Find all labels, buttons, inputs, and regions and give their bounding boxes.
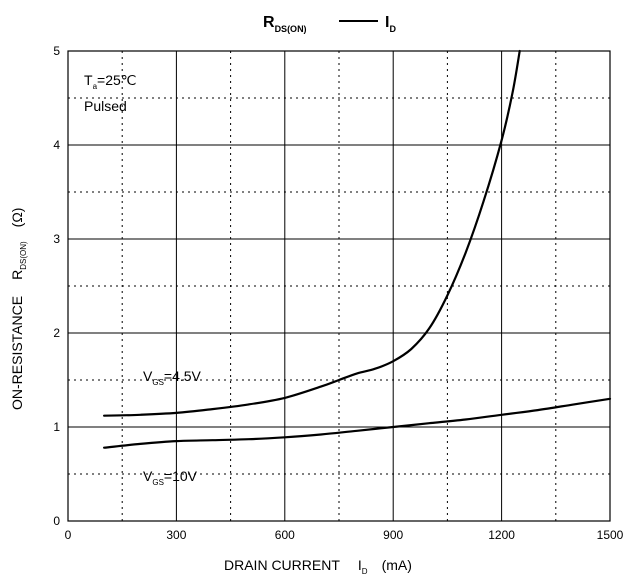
ticks: 0 300 600 900 1200 1500 0 1 2 3 4 5 <box>53 44 623 542</box>
y-tick-label: 3 <box>53 232 60 246</box>
x-axis-label: DRAIN CURRENT ID (mA) <box>224 557 412 576</box>
y-axis-label-symbol: R <box>9 270 25 280</box>
series-label-vgs45-value: =4.5V <box>164 368 202 384</box>
y-axis-label-main: ON-RESISTANCE <box>9 296 25 410</box>
x-tick-label: 600 <box>275 528 295 542</box>
y-axis-label-symbol-sub: DS(ON) <box>19 241 28 270</box>
condition-ta-sub: a <box>93 82 98 91</box>
svg-text:Ta=25℃: Ta=25℃ <box>84 72 137 91</box>
y-tick-label: 2 <box>53 326 60 340</box>
x-axis-label-symbol: I <box>358 557 362 573</box>
x-tick-label: 1200 <box>488 528 515 542</box>
x-tick-label: 300 <box>166 528 186 542</box>
series-label-vgs10-main: V <box>143 468 153 484</box>
title-second-sub: D <box>389 24 396 34</box>
y-tick-label: 1 <box>53 420 60 434</box>
svg-text:ID: ID <box>385 14 396 34</box>
x-tick-label: 900 <box>383 528 403 542</box>
y-tick-label: 0 <box>53 514 60 528</box>
series-label-vgs10-value: =10V <box>164 468 198 484</box>
x-axis-label-unit: (mA) <box>382 557 412 573</box>
series-label-vgs10-sub: GS <box>152 478 164 487</box>
title-main: R <box>263 14 275 31</box>
condition-annotation: Ta=25℃ Pulsed <box>84 72 137 114</box>
series-line-0 <box>103 49 521 417</box>
series-label-vgs45-sub: GS <box>152 378 164 387</box>
condition-ta: T <box>84 72 93 88</box>
series-label-vgs45: VGS=4.5V <box>143 368 202 387</box>
grid <box>68 51 610 521</box>
series-label-vgs45-main: V <box>143 368 153 384</box>
x-tick-label: 0 <box>65 528 72 542</box>
series-line-1 <box>103 397 612 449</box>
chart-title: RDS(ON) ID <box>263 14 396 34</box>
svg-text:RDS(ON): RDS(ON) <box>263 14 307 34</box>
plot-frame <box>67 50 611 522</box>
y-tick-label: 5 <box>53 44 60 58</box>
x-axis-label-symbol-sub: D <box>362 567 368 576</box>
y-axis-label: ON-RESISTANCE RDS(ON) (Ω) <box>9 208 28 410</box>
title-second: I <box>385 14 389 31</box>
condition-ta-value: =25℃ <box>97 72 136 88</box>
condition-mode: Pulsed <box>84 98 127 114</box>
series-lines <box>103 49 612 449</box>
x-axis-label-main: DRAIN CURRENT <box>224 557 340 573</box>
series-label-vgs10: VGS=10V <box>143 468 198 487</box>
title-main-sub: DS(ON) <box>275 24 307 34</box>
y-tick-label: 4 <box>53 138 60 152</box>
y-axis-label-unit: (Ω) <box>9 208 25 228</box>
x-tick-label: 1500 <box>597 528 624 542</box>
